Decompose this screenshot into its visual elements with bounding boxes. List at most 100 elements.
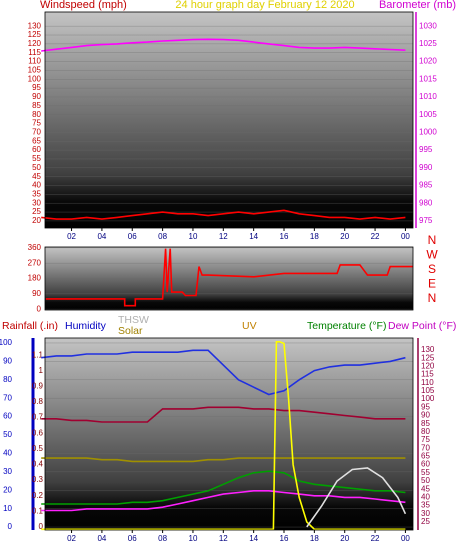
compass-label: N bbox=[428, 291, 437, 305]
y2-tick-label: 25 bbox=[421, 517, 430, 526]
compass-label: S bbox=[428, 262, 436, 276]
legend-label: Rainfall (.in) bbox=[2, 320, 58, 332]
y-tick-label: 60 bbox=[32, 145, 41, 154]
legend-label: Humidity bbox=[65, 320, 107, 332]
x-tick-label: 14 bbox=[249, 232, 258, 241]
y-tick-label: 110 bbox=[28, 57, 41, 66]
y-tick-label: 0 bbox=[8, 522, 13, 531]
x-tick-label: 12 bbox=[219, 534, 228, 543]
rain-tick-label: 1.1 bbox=[32, 350, 44, 359]
x-tick-label: 12 bbox=[219, 232, 228, 241]
x-tick-label: 06 bbox=[128, 534, 137, 543]
x-tick-label: 18 bbox=[310, 534, 319, 543]
x-tick-label: 16 bbox=[280, 534, 289, 543]
plot-area bbox=[45, 338, 413, 530]
plot-frame bbox=[44, 246, 414, 311]
legend-label: Dew Point (°F) bbox=[388, 320, 456, 332]
y2-tick-label: 110 bbox=[421, 378, 434, 387]
compass-label: E bbox=[428, 277, 436, 291]
series-line bbox=[45, 248, 413, 307]
y2-tick-label: 45 bbox=[421, 484, 430, 493]
x-tick-label: 10 bbox=[189, 232, 198, 241]
y2-tick-label: 65 bbox=[421, 452, 430, 461]
x-tick-label: 00 bbox=[401, 534, 410, 543]
y-tick-label: 100 bbox=[0, 338, 13, 347]
y2-tick-label: 1030 bbox=[419, 21, 437, 30]
rain-tick-label: 0.9 bbox=[32, 381, 44, 390]
x-tick-label: 22 bbox=[371, 534, 380, 543]
series-line bbox=[41, 349, 406, 396]
series-line bbox=[41, 209, 406, 220]
y-tick-label: 55 bbox=[32, 154, 41, 163]
rain-tick-label: 0.8 bbox=[32, 397, 44, 406]
y-tick-label: 0 bbox=[37, 304, 42, 313]
y-tick-label: 90 bbox=[32, 92, 41, 101]
y-tick-label: 65 bbox=[32, 136, 41, 145]
x-tick-label: 16 bbox=[280, 232, 289, 241]
y-tick-label: 180 bbox=[28, 274, 42, 283]
y-tick-label: 40 bbox=[32, 181, 41, 190]
y2-tick-label: 105 bbox=[421, 386, 435, 395]
x-tick-label: 20 bbox=[340, 534, 349, 543]
x-tick-label: 22 bbox=[371, 232, 380, 241]
rain-tick-label: 0 bbox=[39, 522, 44, 531]
x-tick-label: 08 bbox=[158, 232, 167, 241]
y-tick-label: 30 bbox=[32, 198, 41, 207]
y2-tick-label: 35 bbox=[421, 501, 430, 510]
y2-tick-label: 1020 bbox=[419, 57, 437, 66]
compass-label: N bbox=[428, 233, 437, 247]
y2-tick-label: 125 bbox=[421, 353, 435, 362]
x-tick-label: 10 bbox=[189, 534, 198, 543]
y-tick-label: 75 bbox=[32, 119, 41, 128]
y2-tick-label: 70 bbox=[421, 443, 430, 452]
y-tick-label: 360 bbox=[28, 243, 42, 252]
x-tick-label: 02 bbox=[67, 534, 76, 543]
rain-tick-label: 0.4 bbox=[32, 460, 44, 469]
y2-tick-label: 1000 bbox=[419, 128, 437, 137]
y2-tick-label: 75 bbox=[421, 435, 430, 444]
y-tick-label: 30 bbox=[3, 467, 12, 476]
y2-tick-label: 1005 bbox=[419, 110, 437, 119]
x-tick-label: 06 bbox=[128, 232, 137, 241]
x-tick-label: 00 bbox=[401, 232, 410, 241]
chart-title: 24 hour graph day February 12 2020 bbox=[175, 0, 354, 11]
legend-label: THSW bbox=[118, 314, 149, 326]
y-tick-label: 40 bbox=[3, 449, 12, 458]
x-tick-label: 02 bbox=[67, 232, 76, 241]
rain-tick-label: 0.5 bbox=[32, 444, 44, 453]
y-tick-label: 20 bbox=[3, 485, 12, 494]
x-tick-label: 20 bbox=[340, 232, 349, 241]
compass-label: W bbox=[426, 248, 438, 262]
y2-tick-label: 120 bbox=[421, 361, 435, 370]
y-tick-label: 85 bbox=[32, 101, 41, 110]
y2-tick-label: 1015 bbox=[419, 74, 437, 83]
series-line bbox=[41, 470, 406, 505]
rain-tick-label: 0.7 bbox=[32, 413, 44, 422]
y-tick-label: 120 bbox=[28, 39, 42, 48]
y-tick-label: 100 bbox=[28, 74, 42, 83]
y2-tick-label: 115 bbox=[421, 370, 434, 379]
x-tick-label: 14 bbox=[249, 534, 258, 543]
y2-tick-label: 130 bbox=[421, 345, 435, 354]
y2-tick-label: 990 bbox=[419, 163, 433, 172]
legend-label: UV bbox=[242, 320, 257, 332]
y-tick-label: 70 bbox=[32, 128, 41, 137]
y-tick-label: 125 bbox=[28, 30, 42, 39]
y-tick-label: 130 bbox=[28, 21, 42, 30]
y2-tick-label: 1025 bbox=[419, 39, 437, 48]
y2-tick-label: 95 bbox=[421, 402, 430, 411]
x-tick-label: 04 bbox=[97, 534, 106, 543]
x-tick-label: 08 bbox=[158, 534, 167, 543]
y2-tick-label: 985 bbox=[419, 181, 433, 190]
y-tick-label: 60 bbox=[3, 412, 12, 421]
rain-tick-label: 0.6 bbox=[32, 428, 44, 437]
series-line bbox=[41, 490, 406, 512]
y2-tick-label: 100 bbox=[421, 394, 435, 403]
y2-tick-label: 975 bbox=[419, 216, 433, 225]
y-tick-label: 80 bbox=[32, 110, 41, 119]
y-tick-label: 270 bbox=[28, 258, 42, 267]
x-tick-label: 18 bbox=[310, 232, 319, 241]
legend-label: Solar bbox=[118, 325, 143, 337]
y-tick-label: 10 bbox=[3, 504, 12, 513]
